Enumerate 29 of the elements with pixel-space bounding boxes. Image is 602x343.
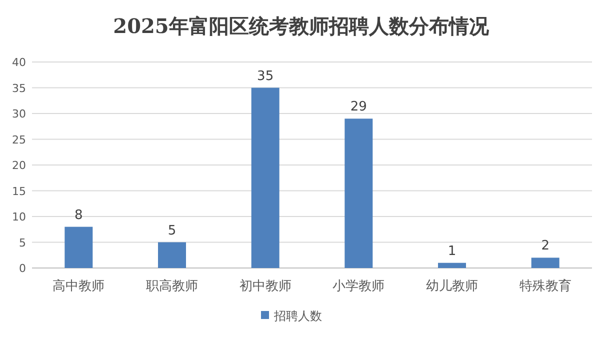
- legend-label: 招聘人数: [273, 309, 322, 323]
- x-tick-label: 幼儿教师: [426, 279, 478, 294]
- bar: [438, 262, 466, 268]
- y-tick-label: 10: [12, 210, 26, 224]
- y-tick-label: 25: [12, 133, 26, 146]
- y-tick-label: 0: [19, 262, 26, 275]
- bar: [251, 88, 280, 268]
- chart-title: 2025年富阳区统考教师招聘人数分布情况: [113, 14, 490, 38]
- y-tick-label: 20: [12, 159, 26, 172]
- data-label: 5: [168, 223, 176, 238]
- x-tick-label: 特殊教育: [519, 278, 572, 294]
- y-tick-label: 30: [12, 108, 26, 120]
- y-tick-label: 15: [12, 184, 26, 198]
- x-tick-label: 小学教师: [332, 279, 385, 294]
- data-label: 29: [350, 100, 367, 115]
- data-label: 2: [541, 238, 550, 254]
- data-label: 8: [74, 208, 83, 223]
- x-tick-label: 职高教师: [146, 278, 198, 294]
- y-tick-label: 35: [12, 82, 26, 95]
- x-tick-label: 高中教师: [52, 278, 105, 294]
- bar: [531, 258, 560, 268]
- bar: [64, 226, 93, 268]
- bar: [344, 118, 373, 268]
- data-label: 35: [257, 68, 274, 84]
- data-label: 1: [448, 244, 456, 259]
- y-tick-label: 5: [19, 236, 26, 250]
- x-tick-label: 初中教师: [239, 279, 292, 294]
- y-tick-label: 40: [12, 56, 26, 69]
- bar: [158, 242, 186, 268]
